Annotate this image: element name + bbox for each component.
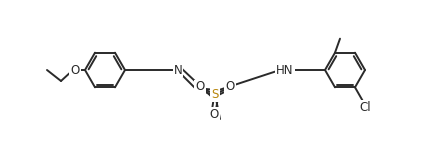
Text: HN: HN xyxy=(276,63,294,76)
Text: N: N xyxy=(174,63,182,76)
Text: O: O xyxy=(226,81,235,93)
Text: O: O xyxy=(210,108,219,120)
Text: S: S xyxy=(211,88,219,102)
Text: O: O xyxy=(195,81,205,93)
Text: Cl: Cl xyxy=(359,101,371,114)
Text: O: O xyxy=(70,63,79,76)
